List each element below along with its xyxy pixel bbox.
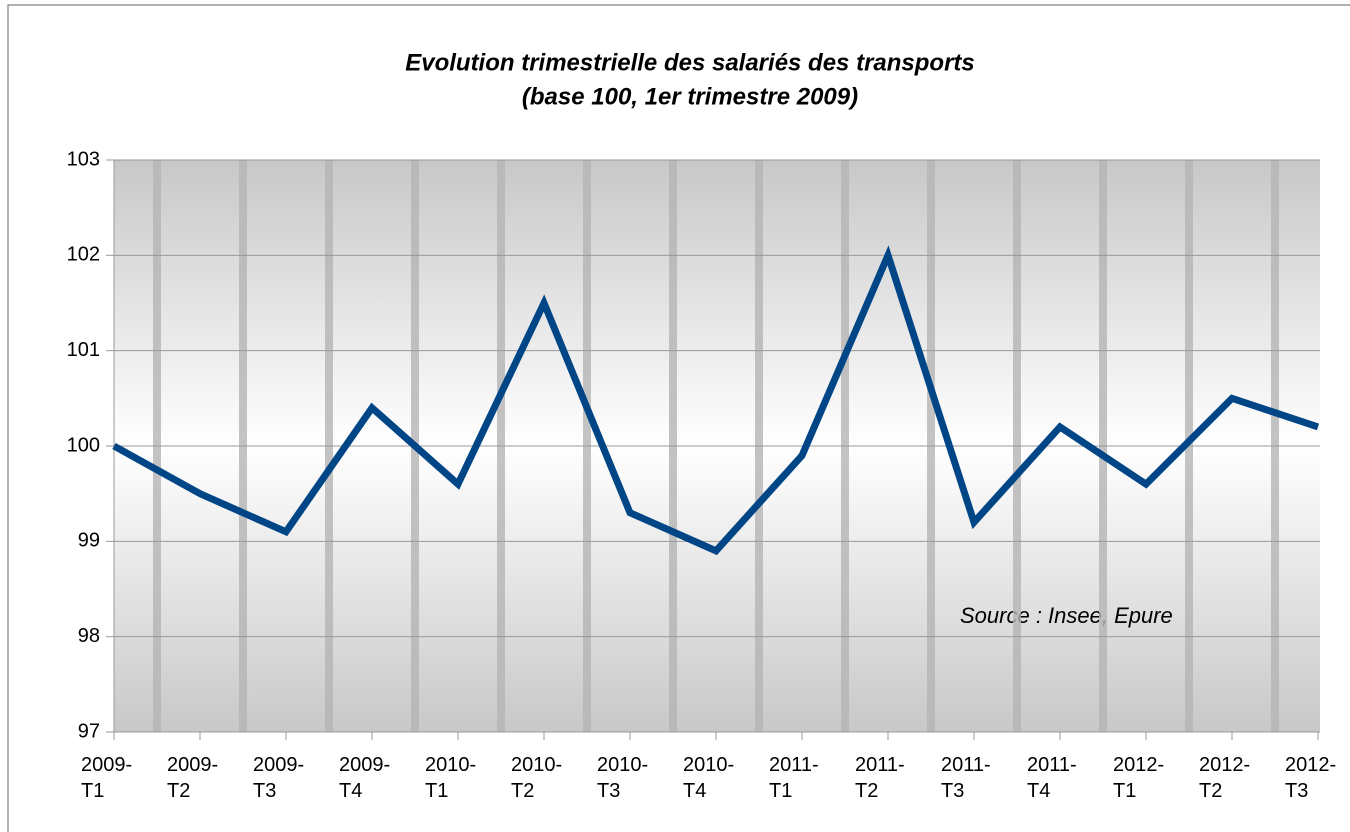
x-tick-label: 2009- T1 (81, 754, 133, 802)
x-tick-label: 2009- T3 (253, 754, 305, 802)
x-tick-label: 2012- T1 (1113, 754, 1165, 802)
x-tick-label: 2012- T2 (1199, 754, 1251, 802)
x-tick-label: 2011- T3 (941, 754, 991, 802)
y-tick-label: 103 (67, 148, 100, 170)
x-tick-label: 2010- T1 (425, 754, 477, 802)
x-tick-label: 2012- T3 (1285, 754, 1337, 802)
x-tick-label: 2011- T4 (1027, 754, 1077, 802)
x-tick-label: 2009- T2 (167, 754, 219, 802)
chart-subtitle: (base 100, 1er trimestre 2009) (522, 83, 858, 110)
y-tick-label: 98 (78, 625, 100, 647)
x-tick-label: 2010- T3 (597, 754, 649, 802)
chart-title: Evolution trimestrielle des salariés des… (405, 49, 975, 76)
x-tick-label: 2011- T1 (769, 754, 819, 802)
x-tick-label: 2009- T4 (339, 754, 391, 802)
y-tick-label: 101 (67, 339, 100, 361)
annotation: Source : Insee, Epure (960, 603, 1173, 628)
x-tick-label: 2010- T4 (683, 754, 735, 802)
y-tick-label: 97 (78, 720, 100, 742)
x-tick-label: 2011- T2 (855, 754, 905, 802)
y-tick-label: 99 (78, 530, 100, 552)
y-tick-label: 100 (67, 434, 100, 456)
y-tick-label: 102 (67, 244, 100, 266)
data-line (112, 245, 1320, 556)
x-tick-label: 2010- T2 (511, 754, 563, 802)
